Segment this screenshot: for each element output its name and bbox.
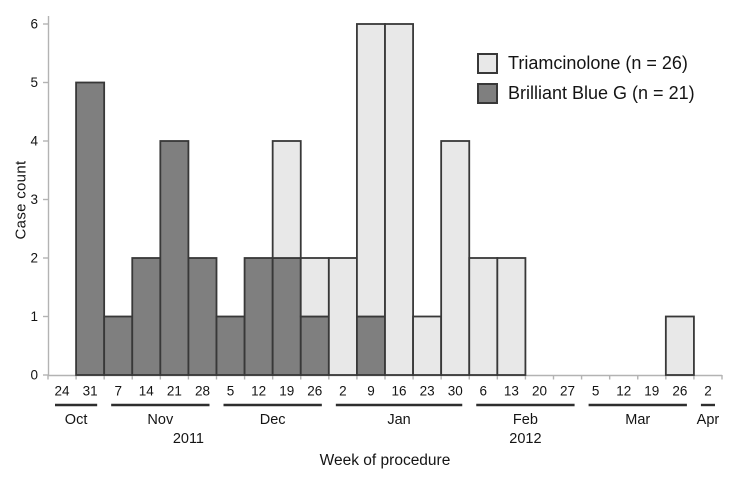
bar-triamcinolone-bin-14 [440, 140, 471, 376]
month-label-oct: Oct [65, 412, 88, 428]
x-tick-label-3: 14 [139, 384, 155, 399]
bar-brilliant-blue-g-bin-5 [187, 257, 218, 376]
bar-triamcinolone-bin-22 [664, 315, 695, 376]
month-label-apr: Apr [697, 412, 720, 428]
x-axis-title: Week of procedure [319, 452, 451, 469]
legend-item-brilliant-blue-g: Brilliant Blue G (n = 21) [477, 83, 695, 104]
x-tick-label-9: 26 [307, 384, 322, 399]
x-tick-label-6: 5 [227, 384, 235, 399]
bar-brilliant-blue-g-bin-6 [215, 315, 246, 376]
x-tick-label-2: 7 [114, 384, 122, 399]
brilliant-blue-g-legend-label: Brilliant Blue G (n = 21) [508, 83, 695, 103]
x-tick-label-0: 24 [55, 384, 71, 399]
x-tick-label-22: 26 [672, 384, 687, 399]
y-tick-label-4: 4 [30, 134, 38, 149]
bar-triamcinolone-bin-11 [356, 23, 386, 318]
triamcinolone-swatch-icon [477, 53, 498, 74]
y-tick-label-6: 6 [30, 17, 38, 32]
x-tick-label-4: 21 [167, 384, 182, 399]
bar-triamcinolone-bin-8 [271, 140, 302, 259]
x-tick-label-18: 27 [560, 384, 575, 399]
chart-legend: Triamcinolone (n = 26) Brilliant Blue G … [477, 53, 695, 113]
x-tick-label-7: 12 [251, 384, 266, 399]
bar-triamcinolone-bin-9 [299, 257, 330, 318]
x-tick-label-14: 30 [448, 384, 463, 399]
bar-brilliant-blue-g-bin-7 [243, 257, 274, 376]
y-tick-label-0: 0 [30, 368, 38, 383]
y-tick-label-3: 3 [30, 192, 38, 207]
x-tick-label-21: 19 [644, 384, 659, 399]
x-tick-label-23: 2 [704, 384, 712, 399]
bar-triamcinolone-bin-12 [384, 23, 414, 376]
y-tick-label-1: 1 [30, 309, 38, 324]
x-tick-label-20: 12 [616, 384, 631, 399]
x-tick-label-12: 16 [392, 384, 407, 399]
brilliant-blue-g-swatch-icon [477, 83, 498, 104]
y-axis-title: Case count [12, 160, 30, 240]
bar-triamcinolone-bin-13 [412, 315, 443, 376]
x-tick-label-16: 13 [504, 384, 519, 399]
x-tick-label-8: 19 [279, 384, 294, 399]
month-label-feb: Feb [513, 412, 538, 428]
bar-brilliant-blue-g-bin-8 [271, 257, 302, 376]
triamcinolone-legend-label: Triamcinolone (n = 26) [508, 53, 688, 73]
legend-item-triamcinolone: Triamcinolone (n = 26) [477, 53, 695, 74]
x-tick-label-10: 2 [339, 384, 347, 399]
year-label-2012: 2012 [509, 431, 541, 447]
year-label-2011: 2011 [173, 431, 204, 447]
bar-brilliant-blue-g-bin-9 [299, 315, 330, 376]
bar-brilliant-blue-g-bin-4 [159, 140, 190, 376]
y-tick-label-2: 2 [30, 251, 38, 266]
x-tick-label-5: 28 [195, 384, 210, 399]
bar-brilliant-blue-g-bin-2 [103, 315, 134, 376]
bar-triamcinolone-bin-15 [468, 257, 499, 376]
bar-brilliant-blue-g-bin-11 [356, 315, 386, 376]
x-tick-label-15: 6 [480, 384, 488, 399]
x-tick-label-1: 31 [83, 384, 98, 399]
month-label-nov: Nov [147, 412, 174, 428]
month-label-dec: Dec [260, 412, 286, 428]
x-tick-label-11: 9 [367, 384, 375, 399]
x-tick-label-19: 5 [592, 384, 600, 399]
bar-triamcinolone-bin-10 [327, 257, 358, 376]
bar-brilliant-blue-g-bin-3 [131, 257, 162, 376]
bar-triamcinolone-bin-16 [496, 257, 527, 376]
x-tick-label-13: 23 [420, 384, 435, 399]
y-tick-label-5: 5 [30, 75, 38, 90]
month-label-mar: Mar [625, 412, 650, 428]
month-label-jan: Jan [387, 412, 410, 428]
bar-brilliant-blue-g-bin-1 [75, 81, 106, 376]
x-tick-label-17: 20 [532, 384, 547, 399]
